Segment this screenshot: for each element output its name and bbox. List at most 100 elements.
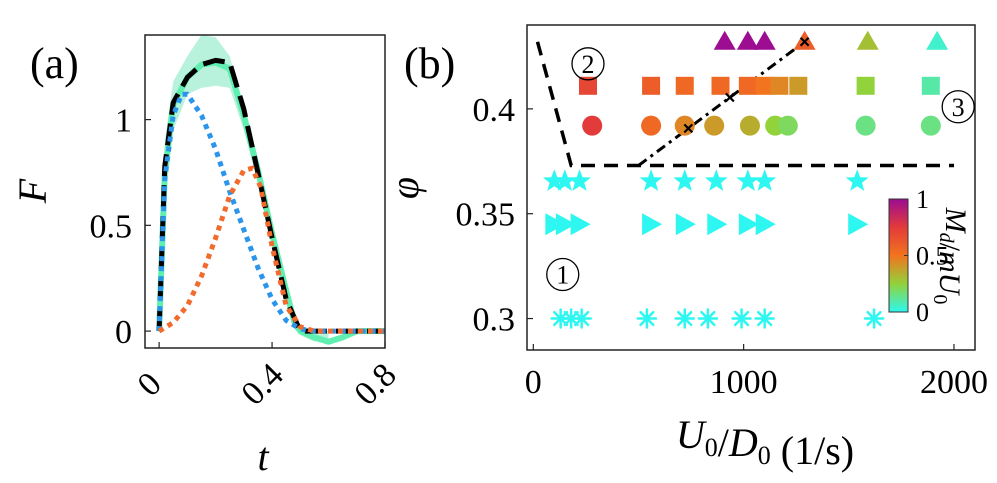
asterisks-point [731, 308, 752, 329]
squares-point [921, 76, 940, 95]
right-triangles-point [675, 213, 696, 236]
region-label-3: 3 [941, 90, 975, 124]
squares-point [578, 76, 597, 95]
circles-point [704, 115, 725, 136]
asterisks-point [863, 308, 885, 329]
squares-point [770, 76, 789, 95]
regime-boundary-dashed [535, 41, 954, 168]
b-xtick-label: 2000 [920, 364, 988, 401]
squares-point [642, 76, 661, 95]
panel-a-plot-area [156, 35, 385, 345]
dashdot-markers [683, 36, 810, 134]
squares-point [789, 76, 808, 95]
panel-a-x-label: t [257, 434, 269, 479]
dashdot-cross [725, 92, 735, 103]
a-ytick-label: 0.5 [90, 208, 133, 245]
total-force-line [156, 59, 385, 345]
stars-point [568, 169, 591, 191]
panel-a-axes-frame [144, 34, 386, 349]
component-blue-line [156, 91, 385, 334]
panel-a-y-label: F [10, 178, 55, 204]
asterisks-point [636, 308, 658, 329]
triangles-point [736, 30, 759, 50]
squares-point [711, 76, 730, 95]
panel-b-plot-area [535, 30, 954, 329]
squares-point [755, 76, 774, 95]
right-triangles-point [642, 213, 663, 236]
squares-series [578, 76, 940, 95]
right-triangles-point [755, 213, 776, 236]
triangles-point [713, 30, 736, 50]
stars-point [845, 169, 869, 191]
panel-b-x-ticks: 0 1000 2000 [525, 344, 988, 401]
asterisks-point [571, 308, 592, 329]
panel-b-y-ticks: 0.3 0.35 0.4 [456, 92, 533, 339]
svg-text:2: 2 [581, 50, 594, 79]
panel-a-label: (a) [30, 39, 79, 88]
triangles-series [713, 30, 949, 50]
panel-b-region-labels: 1 2 3 [546, 47, 975, 292]
a-ytick-label: 0 [115, 314, 132, 351]
dashdot-cross [799, 36, 810, 47]
asterisks-point [560, 308, 582, 329]
panel-b-x-label: U0/D0 (1/s) [676, 412, 854, 473]
asterisks-point [674, 308, 695, 329]
circles-point [920, 115, 941, 136]
b-ytick-label: 0.4 [473, 92, 516, 129]
region-label-2: 2 [571, 47, 605, 81]
stars-point [753, 169, 777, 191]
stars-point [673, 169, 697, 191]
component-orange-line [157, 165, 385, 334]
colorbar-tick-label: 0 [916, 298, 929, 327]
panel-a-x-ticks: 0 0.4 0.8 [131, 342, 404, 413]
stars-point [639, 169, 663, 191]
circles-series [582, 115, 941, 136]
colorbar-tick-label: 0.5 [916, 242, 949, 271]
circles-point [582, 115, 603, 136]
stars-point [553, 169, 577, 191]
dashdot-cross [683, 123, 694, 134]
squares-point [738, 76, 757, 95]
panel-b-axes-frame [526, 24, 976, 351]
b-ytick-label: 0.35 [456, 197, 516, 234]
right-triangles-point [738, 213, 759, 236]
panel-b-y-label: φ [382, 177, 427, 199]
region-label-1: 1 [546, 257, 580, 292]
circles-point [777, 115, 798, 136]
asterisks-point [754, 308, 775, 329]
colorbar: 0 0.5 1Md/mU0 [888, 185, 972, 327]
panel-b: (b) 0 1000 2000 0.3 0.35 0.4 φ U0/D0 (1/s) 1… [382, 24, 988, 473]
regime-boundary-dashdot [637, 40, 806, 167]
right-triangles-point [555, 213, 576, 236]
right-triangles-point [545, 213, 566, 236]
right-triangles-point [707, 213, 728, 236]
triangles-point [856, 30, 879, 50]
a-ytick-label: 1 [115, 103, 132, 140]
b-xtick-label: 1000 [710, 364, 778, 401]
b-x-label-text: U0/D0 (1/s) [676, 412, 854, 473]
triangles-point [926, 30, 949, 50]
asterisks-point [697, 308, 719, 329]
svg-text:1: 1 [556, 261, 569, 290]
a-xtick-label: 0 [131, 365, 169, 403]
stars-point [542, 169, 566, 191]
b-xtick-label: 0 [525, 364, 542, 401]
circles-point [739, 115, 760, 136]
stars-point [704, 169, 728, 191]
circles-point [855, 115, 876, 136]
right-triangles-point [570, 213, 591, 236]
stars-point [736, 169, 760, 191]
panel-b-label: (b) [404, 39, 455, 88]
b-ytick-label: 0.3 [473, 302, 516, 339]
circles-point [641, 115, 662, 136]
squares-point [856, 76, 875, 95]
panel-a-y-ticks: 00.51 [90, 103, 151, 351]
a-xtick-label: 0.4 [235, 356, 291, 412]
model-total-line [156, 57, 385, 334]
svg-text:3: 3 [952, 93, 965, 122]
squares-point [675, 76, 694, 95]
colorbar-tick-label: 1 [916, 185, 929, 214]
right-triangles-point [848, 213, 869, 236]
stars-series [542, 169, 869, 191]
